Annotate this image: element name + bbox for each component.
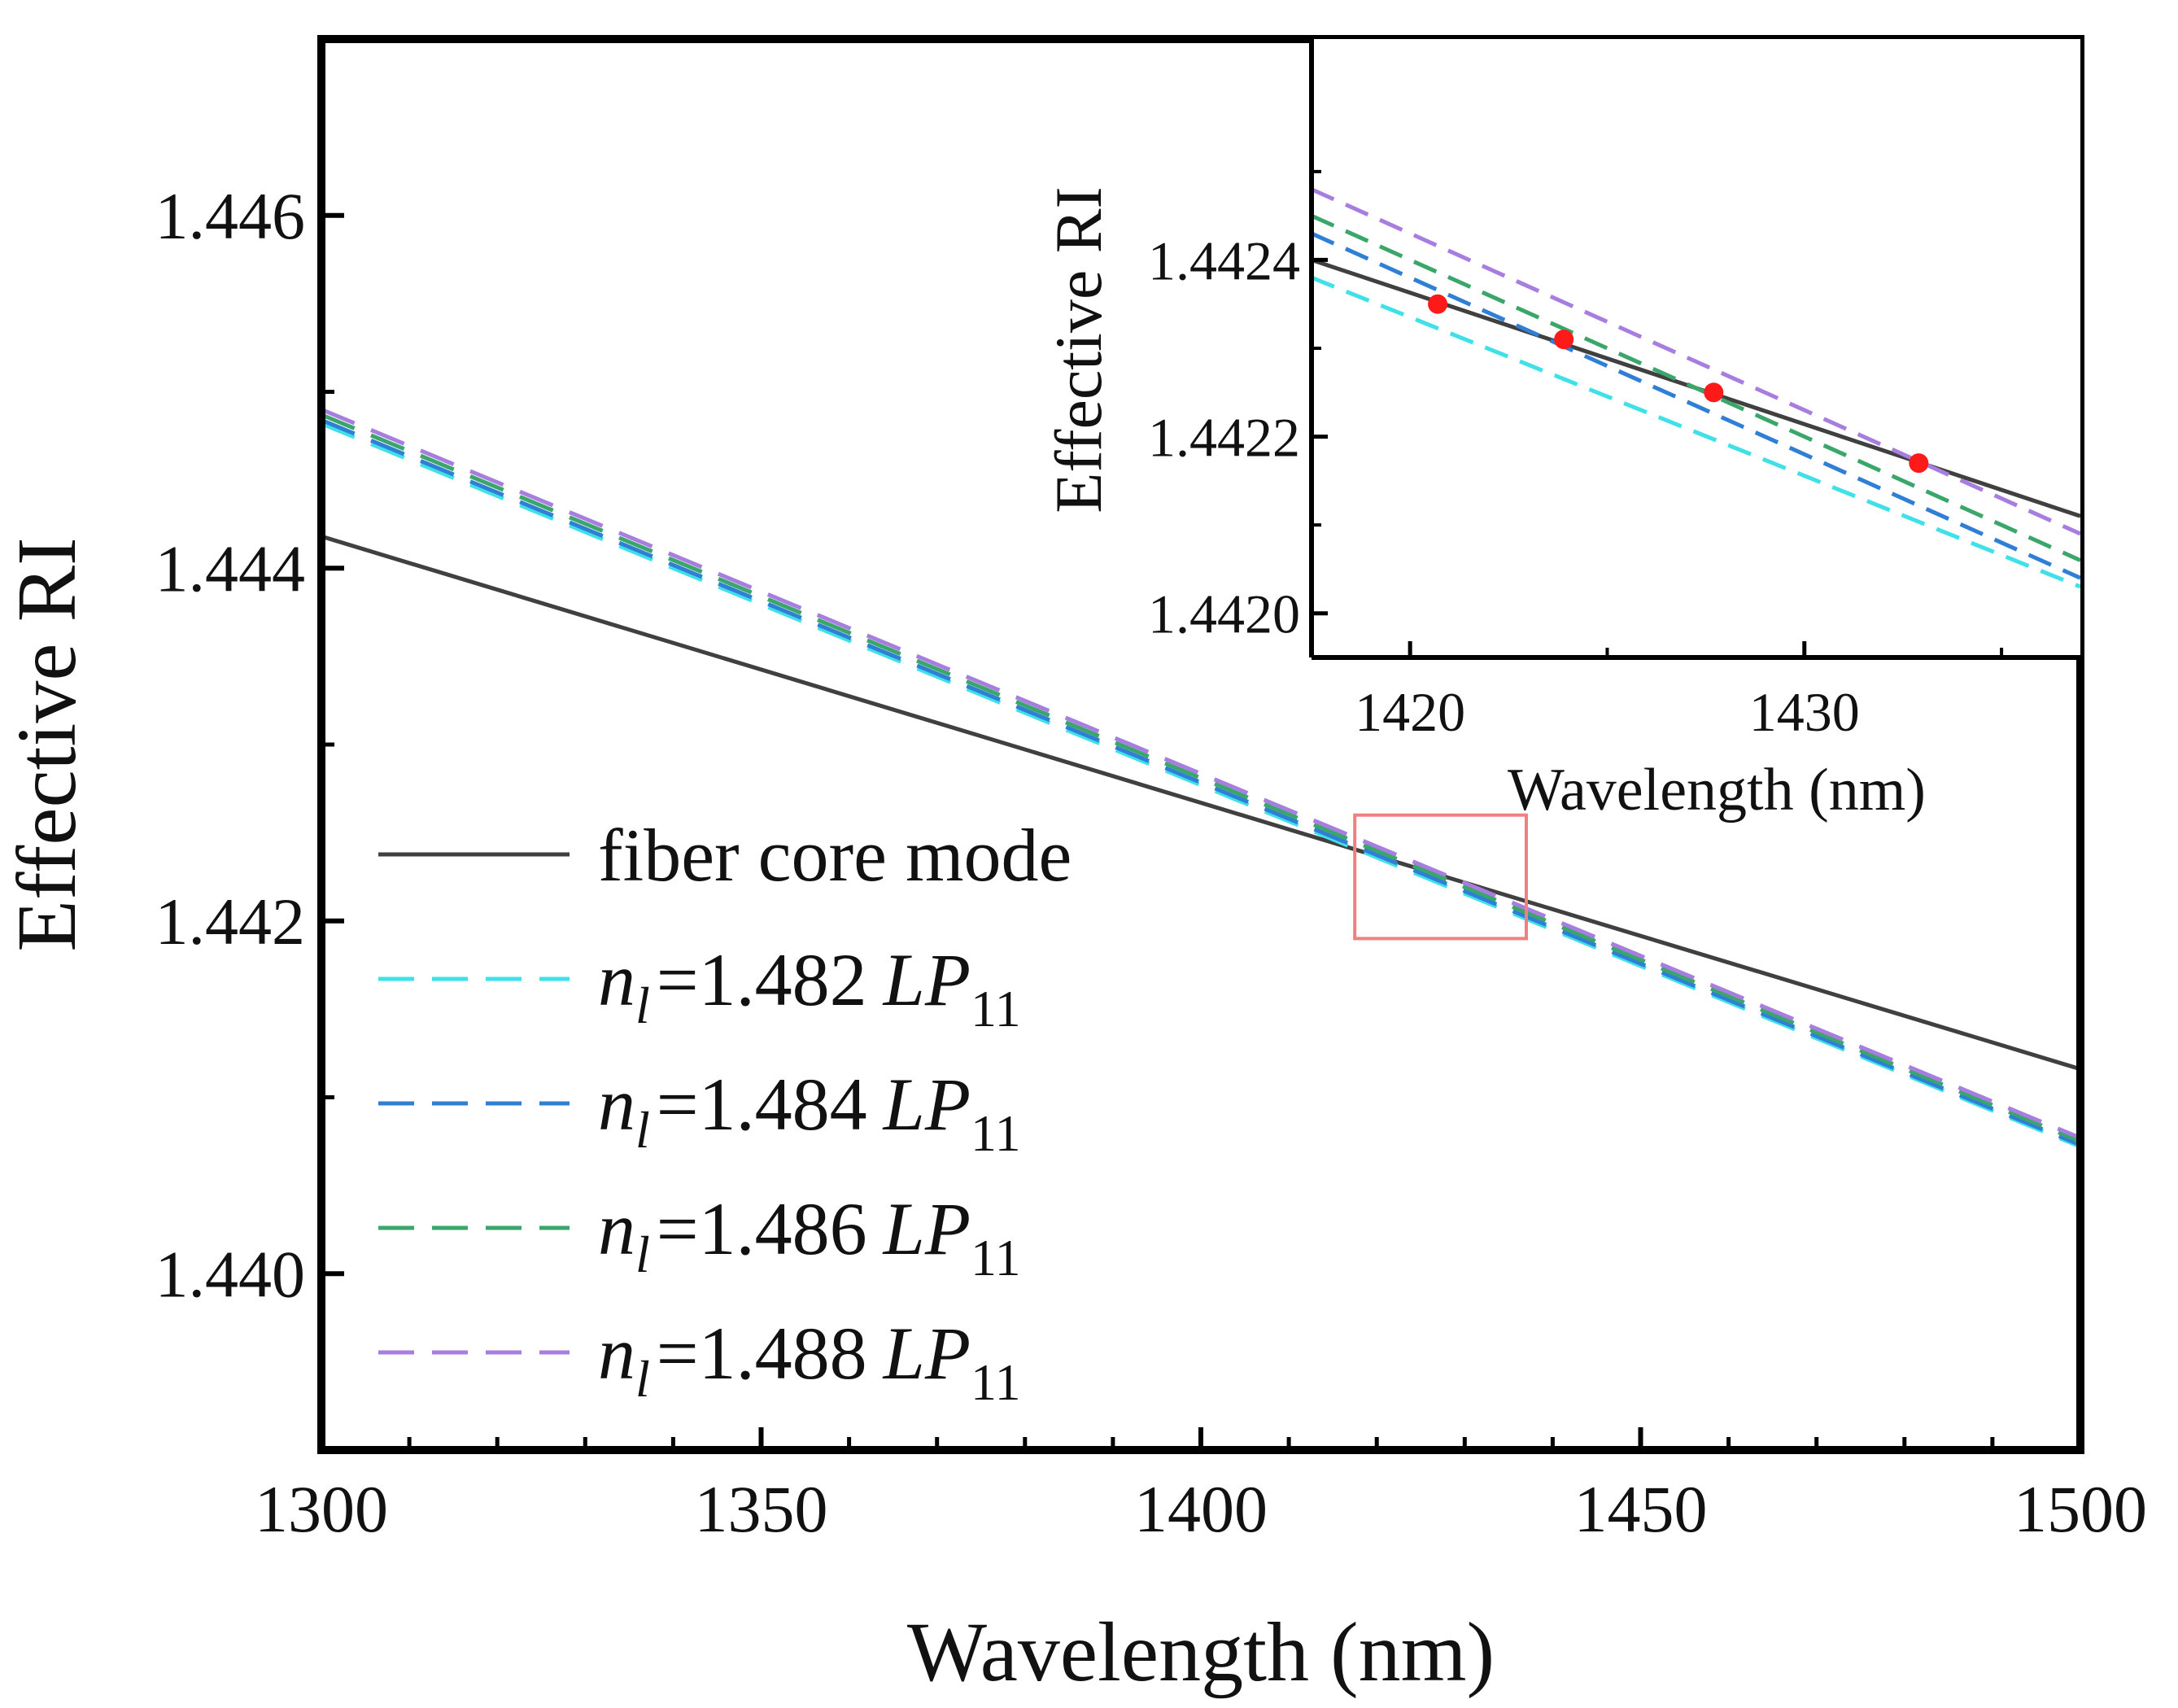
intersection-marker: [1704, 382, 1724, 403]
main-series-line-4: [321, 407, 2080, 1140]
zoom-highlight-box: [1353, 813, 1528, 941]
main-x-tick-label: 1400: [1134, 1472, 1268, 1546]
main-y-tick-label: 1.446: [155, 179, 306, 253]
main-x-axis-title: Wavelength (nm): [907, 1605, 1495, 1699]
main-series-line-0: [321, 534, 2080, 1072]
inset-background: [1312, 39, 2080, 657]
main-plot-area: [321, 407, 2080, 1149]
intersection-marker: [1554, 330, 1574, 350]
legend-label: nl=1.484 LP11: [598, 1063, 1021, 1162]
inset-plot-area: [1312, 187, 2080, 589]
main-y-tick-label: 1.440: [155, 1237, 306, 1311]
inset-axes: 1420 1430 1.4420 1.4422 1.4424: [1148, 169, 2004, 743]
main-series-line-3: [321, 413, 2080, 1144]
main-axes: 1300 1350 1400 1450 1500 1.440 1.442 1.444 1.446: [155, 179, 2148, 1546]
inset-x-tick-label: 1430: [1749, 681, 1860, 743]
legend-label: nl=1.482 LP11: [598, 938, 1021, 1037]
inset-series-line-1: [1312, 275, 2080, 589]
inset-series-line-3: [1312, 213, 2080, 562]
legend-item: fiber core mode: [378, 814, 1072, 897]
main-x-tick-label: 1300: [255, 1472, 388, 1546]
inset-y-tick-label: 1.4420: [1148, 583, 1300, 645]
main-y-axis-title: Effective RI: [0, 537, 94, 951]
legend: fiber core mode nl=1.482 LP11 nl=1.484 LP11 n…: [378, 814, 1072, 1411]
intersection-marker: [1428, 294, 1448, 314]
main-y-tick-label: 1.444: [155, 531, 306, 605]
legend-item: nl=1.488 LP11: [378, 1312, 1021, 1411]
legend-label: nl=1.486 LP11: [598, 1187, 1021, 1286]
legend-item: nl=1.486 LP11: [378, 1187, 1021, 1286]
legend-label: fiber core mode: [598, 814, 1072, 897]
main-y-tick-label: 1.442: [155, 885, 306, 959]
inset-series-line-4: [1312, 187, 2080, 536]
main-x-tick-label: 1500: [2014, 1472, 2147, 1546]
inset-y-axis-title: Effective RI: [1041, 186, 1115, 513]
legend-item: nl=1.482 LP11: [378, 938, 1021, 1037]
legend-label: nl=1.488 LP11: [598, 1312, 1021, 1411]
legend-item: nl=1.484 LP11: [378, 1063, 1021, 1162]
main-x-tick-label: 1450: [1574, 1472, 1708, 1546]
inset-x-tick-label: 1420: [1355, 681, 1465, 743]
inset-y-tick-label: 1.4422: [1148, 407, 1300, 469]
inset-y-tick-label: 1.4424: [1148, 229, 1300, 291]
inset-x-axis-title: Wavelength (nm): [1508, 757, 1926, 823]
main-series-line-2: [321, 417, 2080, 1147]
intersection-marker: [1909, 453, 1929, 474]
inset-series-line-2: [1312, 231, 2080, 580]
main-x-tick-label: 1350: [695, 1472, 828, 1546]
